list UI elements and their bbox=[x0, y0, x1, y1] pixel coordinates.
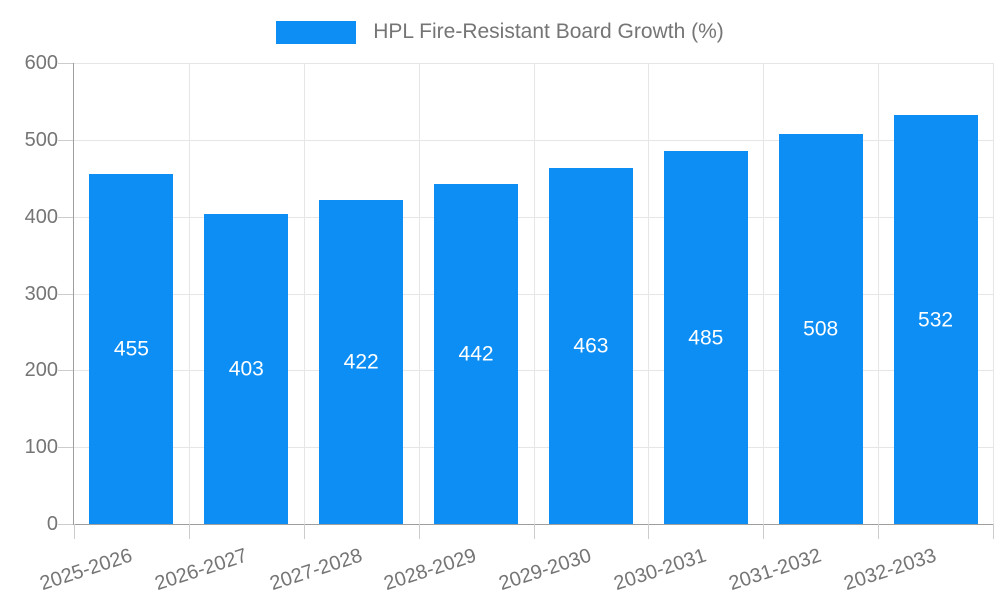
x-gridline bbox=[303, 63, 305, 524]
x-axis-category-label: 2032-2033 bbox=[841, 544, 939, 596]
bar: 403 bbox=[204, 214, 289, 524]
y-axis-tick-label: 500 bbox=[24, 128, 58, 151]
x-axis-tick bbox=[74, 524, 75, 539]
x-axis-line bbox=[73, 524, 993, 525]
x-axis-category-label: 2026-2027 bbox=[151, 544, 250, 596]
x-gridline bbox=[648, 63, 650, 524]
legend-label: HPL Fire-Resistant Board Growth (%) bbox=[373, 20, 724, 43]
bar: 532 bbox=[893, 115, 978, 524]
x-axis-category-label: 2027-2028 bbox=[266, 544, 365, 596]
x-gridline bbox=[878, 63, 880, 524]
x-axis-category-label: 2025-2026 bbox=[37, 544, 135, 596]
y-axis-tick bbox=[58, 447, 73, 449]
y-axis-tick bbox=[58, 216, 73, 218]
plot-area: 455 403 422 442 463 485 508 532 bbox=[73, 63, 994, 525]
y-axis-tick-label: 200 bbox=[24, 359, 58, 382]
x-gridline bbox=[188, 63, 190, 524]
y-axis-tick-label: 0 bbox=[46, 513, 58, 535]
x-axis-tick bbox=[878, 524, 880, 539]
x-gridline bbox=[418, 63, 420, 524]
y-axis-tick-label: 600 bbox=[24, 52, 58, 74]
bar-value-label: 485 bbox=[688, 326, 724, 350]
y-axis-tick bbox=[58, 63, 73, 64]
x-axis-category-label: 2029-2030 bbox=[496, 544, 595, 596]
y-axis-tick bbox=[58, 370, 73, 372]
x-axis-tick bbox=[763, 524, 765, 539]
bar: 455 bbox=[89, 174, 174, 524]
x-axis-tick bbox=[418, 524, 420, 539]
y-axis-tick-label: 300 bbox=[24, 282, 58, 305]
bar-value-label: 455 bbox=[113, 337, 149, 361]
legend: HPL Fire-Resistant Board Growth (%) bbox=[0, 18, 1000, 46]
bar: 463 bbox=[548, 168, 633, 524]
y-axis-tick bbox=[58, 293, 73, 295]
y-axis-tick bbox=[58, 524, 73, 525]
bar-value-label: 442 bbox=[458, 342, 494, 366]
x-axis-category-label: 2028-2029 bbox=[381, 544, 480, 596]
x-axis-category-label: 2030-2031 bbox=[611, 544, 710, 596]
bar-value-label: 463 bbox=[573, 334, 609, 358]
y-axis-tick bbox=[58, 139, 73, 141]
x-axis-tick bbox=[188, 524, 190, 539]
bar-value-label: 422 bbox=[343, 350, 379, 374]
x-axis-tick bbox=[993, 524, 994, 539]
x-axis-tick bbox=[303, 524, 305, 539]
x-axis-tick bbox=[533, 524, 535, 539]
x-gridline bbox=[533, 63, 535, 524]
bar: 508 bbox=[778, 133, 863, 524]
bar-value-label: 508 bbox=[803, 317, 839, 341]
bar-value-label: 532 bbox=[918, 308, 954, 332]
bar: 442 bbox=[434, 184, 519, 524]
bar: 422 bbox=[319, 199, 404, 524]
bar-value-label: 403 bbox=[228, 357, 264, 381]
x-gridline bbox=[993, 63, 994, 524]
legend-swatch-icon bbox=[276, 20, 357, 44]
y-axis-line bbox=[73, 63, 74, 524]
y-axis-tick-label: 400 bbox=[24, 205, 58, 228]
x-gridline bbox=[763, 63, 765, 524]
x-axis-category-label: 2031-2032 bbox=[726, 544, 825, 596]
bar: 485 bbox=[663, 151, 748, 524]
y-axis-tick-label: 100 bbox=[24, 436, 58, 459]
x-axis-tick bbox=[648, 524, 650, 539]
